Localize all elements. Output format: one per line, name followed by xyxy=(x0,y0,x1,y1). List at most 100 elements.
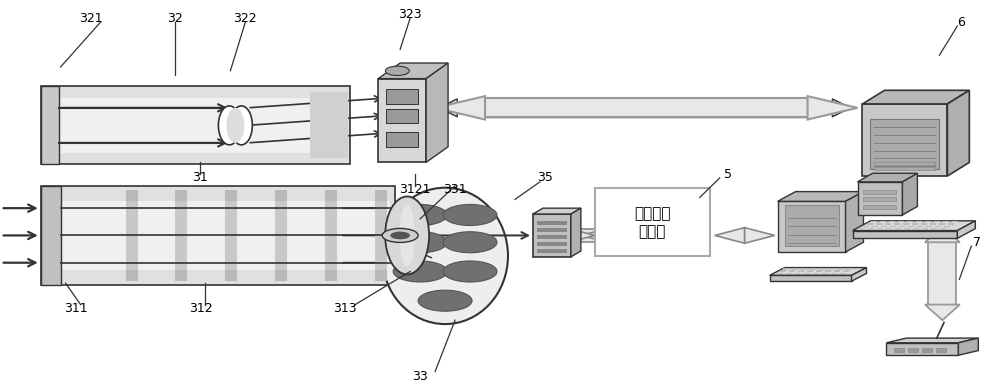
Bar xyxy=(565,229,611,242)
Text: 323: 323 xyxy=(398,8,422,21)
Bar xyxy=(846,268,852,269)
Circle shape xyxy=(390,231,410,239)
Circle shape xyxy=(382,228,418,242)
Polygon shape xyxy=(858,173,917,182)
Bar xyxy=(840,273,846,274)
Bar xyxy=(807,270,813,272)
Bar xyxy=(310,92,348,158)
Bar xyxy=(948,223,954,225)
Bar xyxy=(921,223,927,225)
Polygon shape xyxy=(853,221,975,231)
Bar xyxy=(880,221,886,222)
Bar xyxy=(843,270,849,272)
Bar xyxy=(908,348,918,352)
Circle shape xyxy=(393,232,447,253)
Bar xyxy=(375,201,387,269)
Text: 312: 312 xyxy=(189,302,212,315)
Bar xyxy=(537,221,567,225)
Bar xyxy=(904,228,910,230)
Bar xyxy=(834,270,840,272)
Bar xyxy=(934,221,940,222)
Bar xyxy=(935,226,941,227)
Polygon shape xyxy=(571,208,581,257)
Bar xyxy=(916,221,922,222)
Polygon shape xyxy=(846,192,863,252)
Bar xyxy=(225,201,237,269)
Text: 6: 6 xyxy=(957,16,965,29)
Bar xyxy=(41,86,350,164)
Bar xyxy=(810,268,816,269)
Bar xyxy=(871,221,877,222)
Bar xyxy=(863,205,896,209)
Bar xyxy=(825,270,831,272)
Bar xyxy=(386,132,418,147)
Ellipse shape xyxy=(399,204,415,267)
Bar xyxy=(936,348,946,352)
Polygon shape xyxy=(925,305,960,320)
Bar xyxy=(867,223,873,225)
Bar xyxy=(46,98,345,152)
Bar xyxy=(275,201,287,269)
Bar xyxy=(792,268,798,269)
Polygon shape xyxy=(378,63,448,79)
Circle shape xyxy=(443,204,497,226)
Bar xyxy=(868,228,874,230)
Polygon shape xyxy=(902,173,917,215)
Ellipse shape xyxy=(382,188,508,324)
Bar xyxy=(926,226,932,227)
Circle shape xyxy=(385,66,409,75)
Polygon shape xyxy=(745,228,775,243)
Bar xyxy=(485,99,808,117)
Bar xyxy=(801,268,807,269)
Circle shape xyxy=(393,261,447,282)
Bar xyxy=(375,190,387,281)
Bar xyxy=(860,228,865,230)
Polygon shape xyxy=(853,231,957,239)
Ellipse shape xyxy=(218,106,240,145)
Bar xyxy=(789,270,795,272)
Ellipse shape xyxy=(385,196,429,274)
Bar xyxy=(890,226,896,227)
Bar xyxy=(813,273,819,274)
Bar xyxy=(907,221,913,222)
Polygon shape xyxy=(957,221,975,239)
Bar xyxy=(386,89,418,104)
Polygon shape xyxy=(958,338,978,355)
Bar xyxy=(952,221,958,222)
Bar xyxy=(931,228,937,230)
Bar xyxy=(930,223,936,225)
Bar xyxy=(537,249,567,253)
Polygon shape xyxy=(426,63,448,162)
Circle shape xyxy=(418,290,472,311)
Bar xyxy=(537,242,567,246)
Bar xyxy=(899,226,905,227)
Bar xyxy=(895,228,901,230)
Polygon shape xyxy=(565,228,595,243)
Bar xyxy=(837,268,843,269)
Bar xyxy=(922,348,932,352)
Bar xyxy=(828,268,834,269)
Bar xyxy=(785,205,839,246)
Bar xyxy=(922,228,928,230)
Ellipse shape xyxy=(230,106,252,145)
Bar xyxy=(908,226,914,227)
Bar xyxy=(940,228,946,230)
Bar xyxy=(943,221,949,222)
Polygon shape xyxy=(886,338,978,343)
Polygon shape xyxy=(770,267,866,275)
Text: 33: 33 xyxy=(412,370,428,383)
Bar xyxy=(944,226,950,227)
Bar xyxy=(874,167,935,170)
Circle shape xyxy=(443,261,497,282)
Bar xyxy=(939,223,945,225)
Bar xyxy=(872,226,878,227)
Text: 311: 311 xyxy=(64,302,87,315)
Bar xyxy=(783,268,789,269)
Bar xyxy=(870,118,939,169)
Bar xyxy=(798,270,804,272)
Polygon shape xyxy=(925,227,960,242)
Bar xyxy=(863,197,896,201)
Bar xyxy=(325,190,337,281)
Bar xyxy=(126,201,138,269)
Bar xyxy=(595,188,710,256)
